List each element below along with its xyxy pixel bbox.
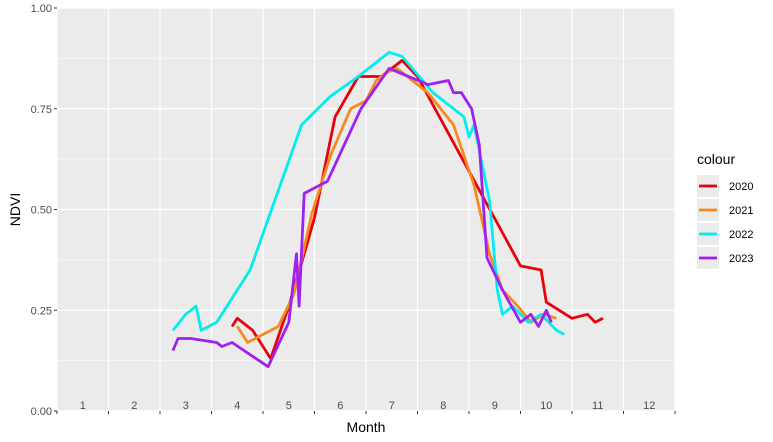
x-tick-label: 11 (592, 400, 603, 412)
x-tick-label: 6 (337, 400, 343, 412)
legend: colour 2020 2021 2022 2023 (697, 151, 753, 269)
y-tick-label: 0.00 (31, 406, 52, 418)
series-layer (171, 50, 604, 369)
x-tick-label: 1 (80, 400, 86, 412)
x-axis-ticks: 1 2 3 4 5 6 7 8 9 10 11 12 (56, 400, 676, 414)
x-tick-label: 8 (440, 400, 446, 412)
legend-label-2021: 2021 (729, 205, 753, 217)
x-tick-label: 7 (389, 400, 395, 412)
series-line-2022 (171, 50, 565, 336)
legend-label-2020: 2020 (729, 181, 753, 193)
x-tick-label: 12 (643, 400, 655, 412)
series-line-2023 (171, 67, 553, 369)
legend-items: 2020 2021 2022 2023 (697, 175, 753, 269)
x-tick-label: 10 (540, 400, 552, 412)
legend-label-2023: 2023 (729, 253, 753, 265)
x-axis-title: Month (347, 419, 386, 435)
x-tick-label: 3 (183, 400, 189, 412)
x-tick-label: 9 (492, 400, 498, 412)
y-tick-label: 0.25 (31, 305, 52, 317)
x-tick-label: 2 (131, 400, 137, 412)
legend-title: colour (697, 151, 735, 167)
y-tick-label: 0.50 (31, 205, 52, 217)
y-tick-label: 1.00 (31, 3, 52, 15)
legend-label-2022: 2022 (729, 229, 753, 241)
y-axis-title: NDVI (7, 193, 23, 226)
y-axis-ticks: 0.00 0.25 0.50 0.75 1.00 (31, 3, 57, 418)
x-tick-label: 4 (234, 400, 240, 412)
y-tick-label: 0.75 (31, 104, 52, 116)
x-tick-label: 5 (286, 400, 292, 412)
